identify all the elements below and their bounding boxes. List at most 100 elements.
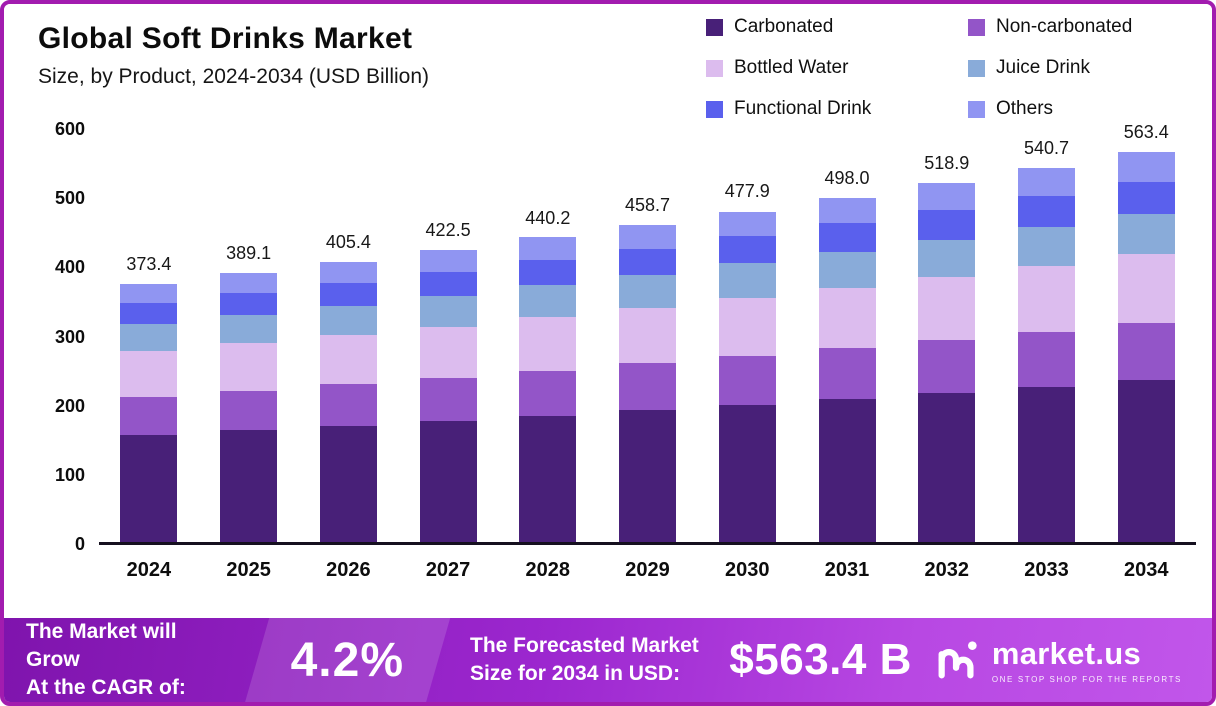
- y-tick-label: 200: [54, 395, 85, 416]
- legend-item-others: Others: [968, 98, 1172, 120]
- bar-segment-non-carbonated: [718, 355, 776, 405]
- bar-segment-carbonated: [718, 404, 776, 542]
- bar-segment-juice-drink: [120, 324, 178, 352]
- bar-total-label: 440.2: [525, 207, 571, 228]
- bar-segment-others: [120, 283, 178, 304]
- bar-2025: [220, 272, 278, 542]
- bar-segment-functional-drink: [718, 236, 776, 264]
- bar-segment-non-carbonated: [818, 348, 876, 399]
- legend-swatch-functional-drink: [706, 100, 723, 118]
- chart-header: Global Soft Drinks Market Size, by Produ…: [38, 22, 429, 89]
- bar-segment-non-carbonated: [319, 384, 377, 426]
- x-label-2024: 2024: [126, 559, 172, 581]
- legend-swatch-juice-drink: [968, 59, 985, 77]
- legend-item-carbonated: Carbonated: [706, 16, 968, 38]
- bar-segment-others: [1117, 152, 1175, 182]
- page-subtitle: Size, by Product, 2024-2034 (USD Billion…: [38, 65, 430, 88]
- bar-segment-bottled-water: [120, 351, 178, 397]
- bar-segment-bottled-water: [1017, 266, 1075, 332]
- bar-2034: [1117, 152, 1175, 542]
- legend-item-functional-drink: Functional Drink: [706, 98, 968, 120]
- legend-swatch-others: [968, 100, 985, 118]
- y-tick-label: 100: [54, 464, 85, 485]
- x-label-2026: 2026: [326, 559, 371, 581]
- bar-segment-carbonated: [1117, 380, 1175, 542]
- bar-segment-non-carbonated: [918, 340, 976, 394]
- bar-total-label: 405.4: [325, 231, 371, 252]
- chart-legend: Carbonated Non-carbonated Bottled Water Jui…: [706, 16, 1172, 120]
- brand-name: market.us: [991, 636, 1142, 671]
- legend-label: Juice Drink: [996, 57, 1090, 78]
- bar-segment-bottled-water: [619, 307, 677, 364]
- bar-total-label: 498.0: [824, 167, 870, 188]
- cagr-value: 4.2%: [290, 633, 405, 687]
- bar-segment-juice-drink: [718, 263, 776, 299]
- bar-segment-juice-drink: [519, 285, 577, 318]
- bar-segment-others: [1017, 168, 1075, 197]
- bar-segment-functional-drink: [1117, 181, 1175, 214]
- bar-segment-bottled-water: [718, 298, 776, 356]
- bar-2033: [1017, 168, 1075, 542]
- legend-swatch-carbonated: [706, 18, 723, 36]
- bar-segment-others: [519, 237, 577, 261]
- plot-wrap: 0 100 200 300 400 500 600 373.4 389.1 405.4 422.5…: [55, 119, 1196, 554]
- bar-segment-functional-drink: [319, 282, 377, 306]
- bar-segment-functional-drink: [1017, 196, 1075, 227]
- bar-segment-juice-drink: [1017, 226, 1075, 267]
- legend-label: Carbonated: [734, 16, 834, 37]
- bar-segment-functional-drink: [519, 260, 577, 286]
- x-label-2032: 2032: [924, 559, 969, 581]
- bar-slot-2032: 518.9: [897, 130, 997, 542]
- bar-total-label: 422.5: [425, 219, 471, 240]
- x-label-2029: 2029: [625, 559, 670, 581]
- legend-item-juice-drink: Juice Drink: [968, 57, 1172, 79]
- cagr-label: The Market will Grow At the CAGR of:: [26, 620, 186, 699]
- bar-segment-carbonated: [818, 399, 876, 542]
- bar-segment-bottled-water: [1117, 254, 1175, 323]
- bar-segment-carbonated: [220, 430, 278, 542]
- bar-slot-2031: 498.0: [797, 130, 897, 542]
- x-label-2031: 2031: [824, 559, 870, 581]
- bar-segment-non-carbonated: [1117, 322, 1175, 381]
- bar-slot-2025: 389.1: [199, 130, 299, 542]
- bar-total-label: 458.7: [625, 194, 671, 215]
- legend-label: Functional Drink: [734, 98, 872, 119]
- y-tick-label: 300: [54, 326, 85, 347]
- x-axis: 2024 2025 2026 2027 2028 2029 2030 2031 2032 2033…: [99, 559, 1196, 582]
- bar-segment-bottled-water: [319, 335, 377, 385]
- bar-segment-others: [319, 261, 377, 283]
- chart-area: Global Soft Drinks Market Size, by Produ…: [4, 4, 1212, 618]
- bar-segment-carbonated: [918, 393, 976, 542]
- x-label-2028: 2028: [525, 559, 571, 581]
- bar-segment-bottled-water: [818, 287, 876, 348]
- bar-total-label: 563.4: [1123, 122, 1169, 143]
- bar-segment-juice-drink: [818, 251, 876, 288]
- legend-label: Bottled Water: [734, 57, 849, 78]
- bar-segment-juice-drink: [220, 315, 278, 344]
- bar-segment-others: [220, 272, 278, 294]
- bar-slot-2029: 458.7: [598, 130, 698, 542]
- bar-total-label: 540.7: [1023, 138, 1069, 159]
- plot: 373.4 389.1 405.4 422.5 440.2 458.7 477.9 498.0…: [99, 122, 1196, 545]
- bar-segment-functional-drink: [419, 271, 477, 296]
- bar-segment-juice-drink: [619, 274, 677, 308]
- legend-item-non-carbonated: Non-carbonated: [968, 16, 1172, 38]
- x-label-2034: 2034: [1123, 559, 1169, 581]
- bar-segment-carbonated: [619, 410, 677, 542]
- legend-swatch-bottled-water: [706, 59, 723, 77]
- bar-segment-carbonated: [519, 415, 577, 542]
- y-tick-label: 400: [54, 257, 85, 278]
- bar-segment-non-carbonated: [220, 390, 278, 431]
- bar-2027: [419, 249, 477, 542]
- y-tick-label: 0: [74, 534, 85, 554]
- x-label-2025: 2025: [226, 559, 271, 581]
- bar-segment-functional-drink: [918, 210, 976, 240]
- brand-text: market.us ONE STOP SHOP FOR THE REPORTS: [992, 636, 1182, 684]
- bar-2028: [519, 237, 577, 542]
- bar-segment-carbonated: [1017, 386, 1075, 542]
- bar-2030: [718, 211, 776, 542]
- bar-total-label: 389.1: [226, 242, 272, 263]
- y-tick-label: 500: [54, 188, 85, 209]
- bar-segment-non-carbonated: [419, 377, 477, 421]
- page-title: Global Soft Drinks Market: [38, 22, 413, 55]
